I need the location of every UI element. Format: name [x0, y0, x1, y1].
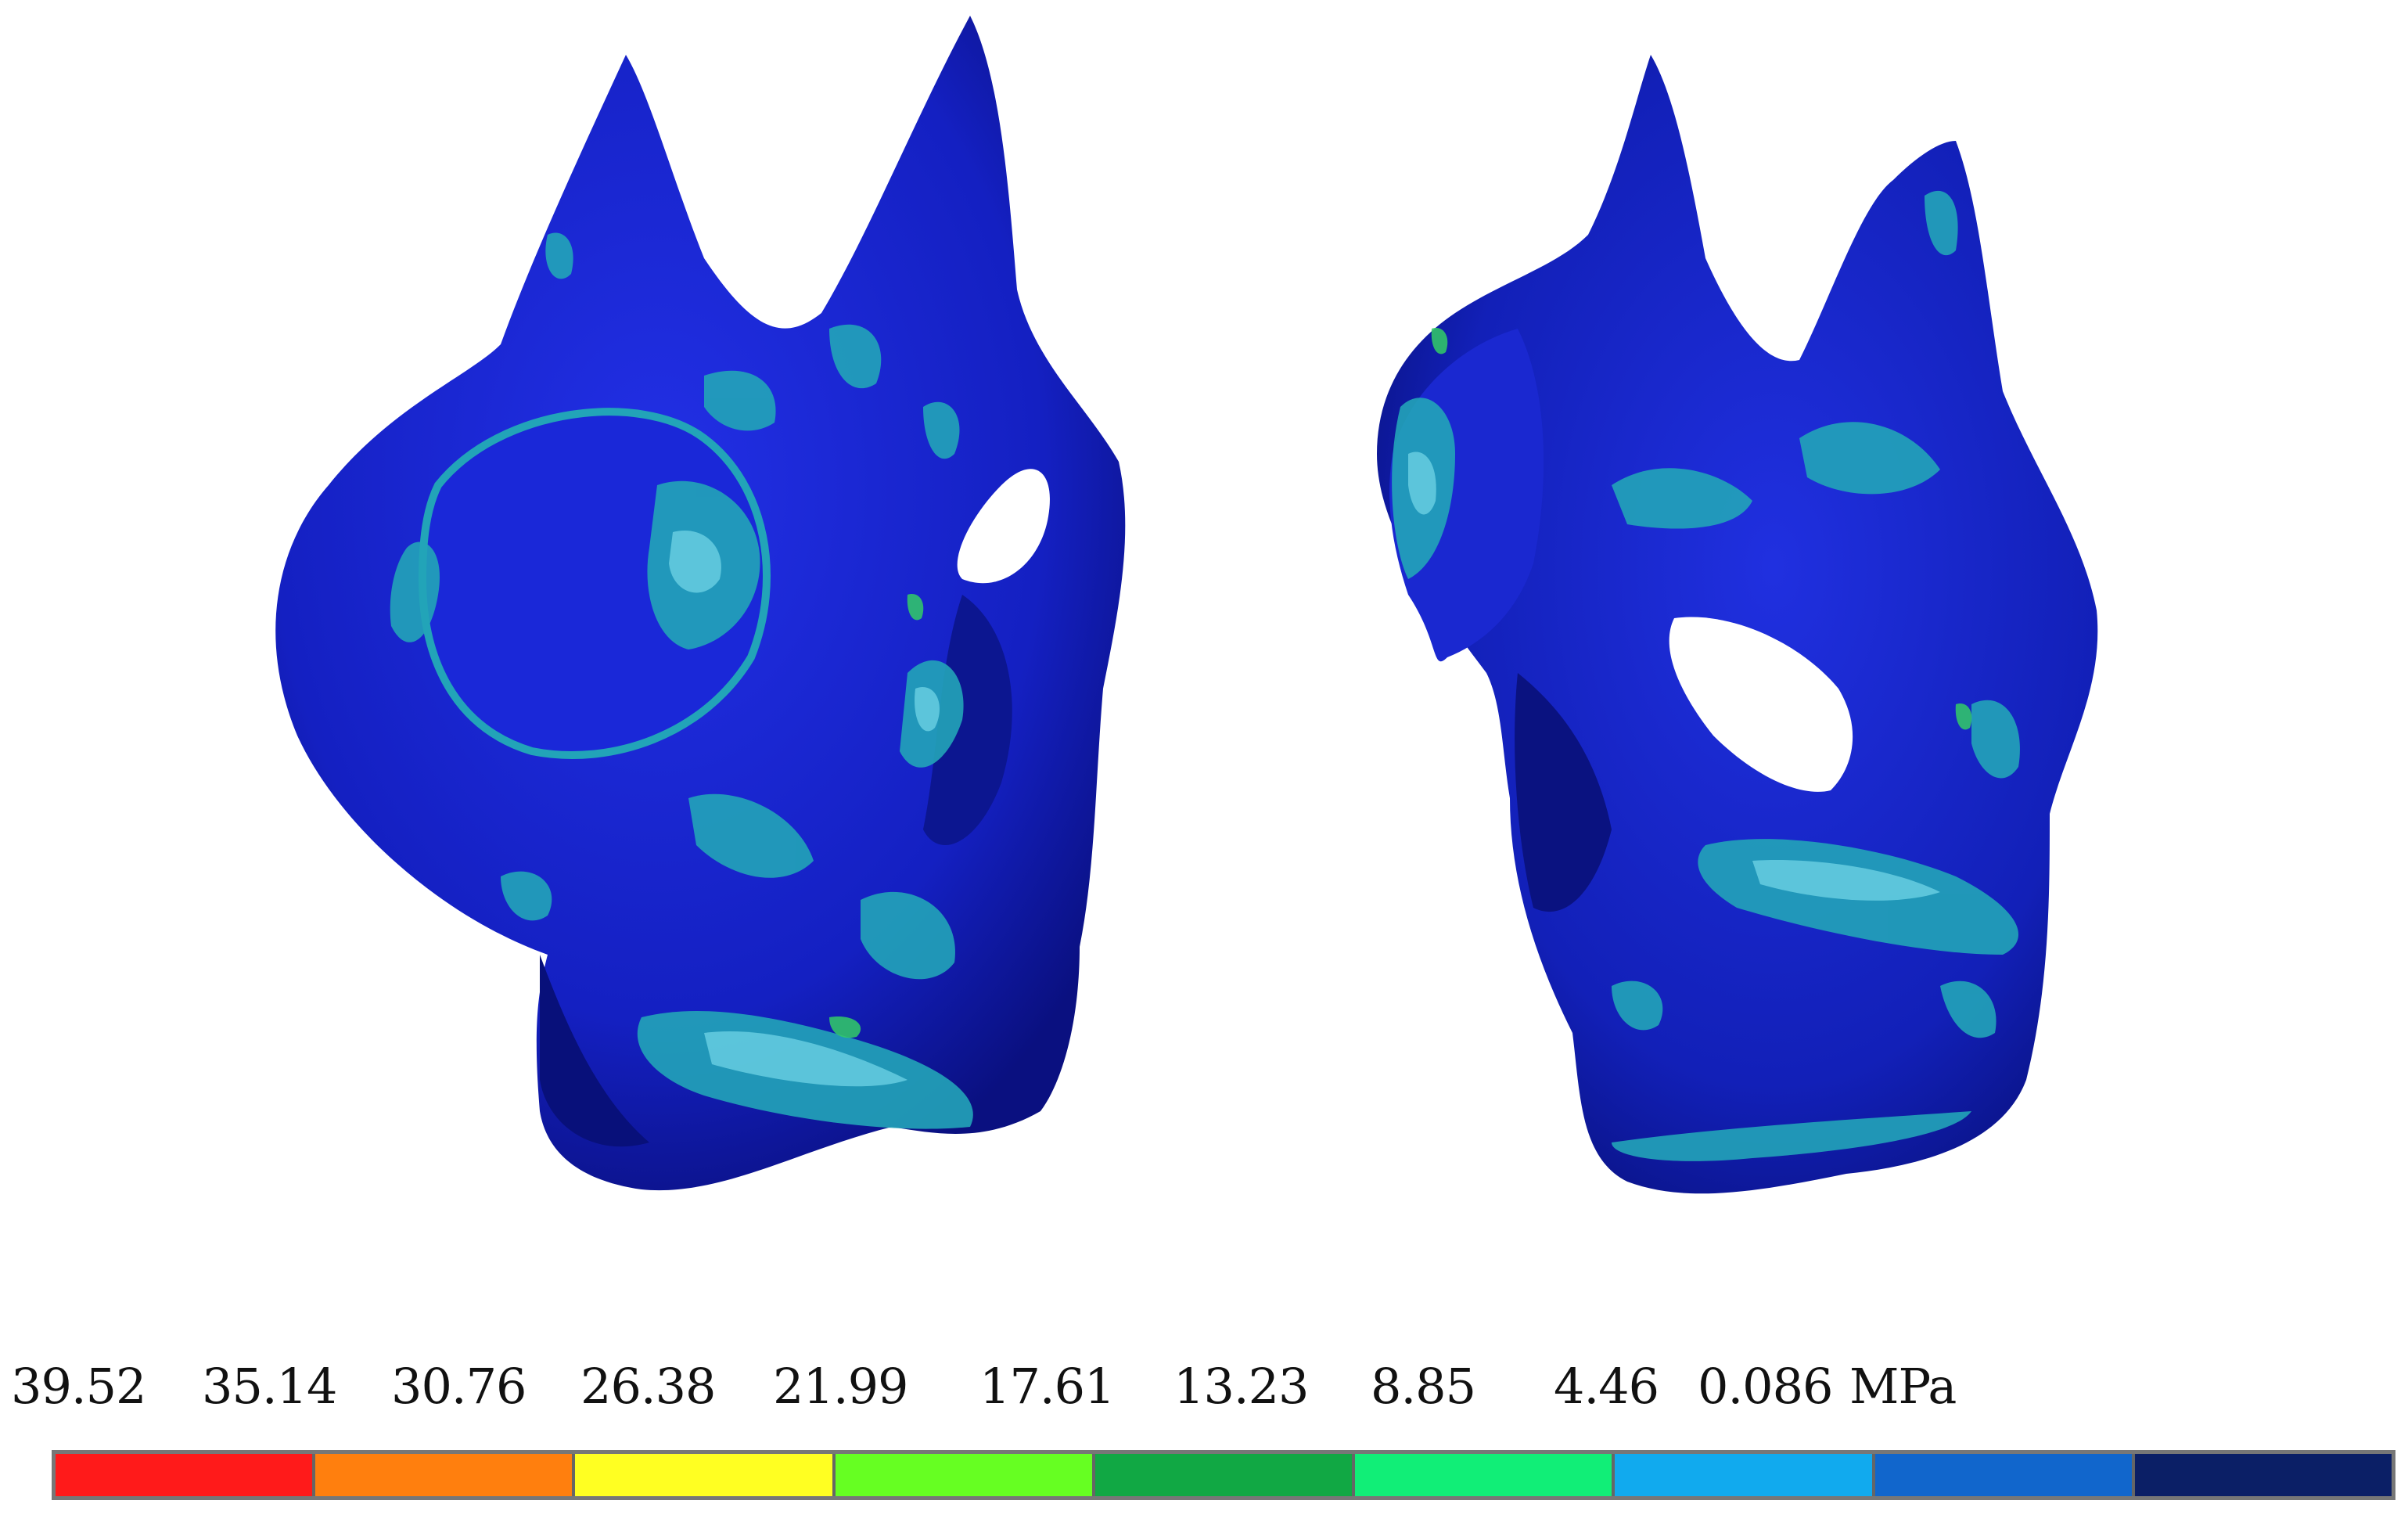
- tick-label: 21.99: [773, 1358, 908, 1415]
- tick-label: 26.38: [580, 1358, 716, 1415]
- tick-label: 13.23: [1173, 1358, 1309, 1415]
- colorbar-swatch: [1094, 1454, 1356, 1496]
- unit-label: MPa: [1849, 1358, 1957, 1415]
- right-valve-opening: [1669, 617, 1853, 792]
- tick-label: 0.086: [1698, 1358, 1833, 1415]
- left-valve-inner-fold: [923, 595, 1012, 845]
- tick-label: 39.52: [11, 1358, 146, 1415]
- colorbar-swatch: [56, 1454, 316, 1496]
- colorbar-swatch: [575, 1454, 836, 1496]
- colorbar-swatch: [1615, 1454, 1875, 1496]
- tick-label: 35.14: [202, 1358, 337, 1415]
- tick-label: 30.76: [391, 1358, 527, 1415]
- tick-label: 17.61: [979, 1358, 1115, 1415]
- left-valve-stress-patches: [390, 232, 973, 1129]
- tick-label: 4.46: [1554, 1358, 1659, 1415]
- right-valve-inner-shadow: [1515, 673, 1612, 912]
- colorbar-swatch: [835, 1454, 1095, 1496]
- colorbar-swatch: [2134, 1454, 2392, 1496]
- left-valve-opening: [957, 469, 1050, 584]
- right-valve-green-patches: [1431, 328, 1972, 730]
- colorbar-swatch: [1355, 1454, 1616, 1496]
- tick-label: 8.85: [1371, 1358, 1476, 1415]
- right-valve-light-patches: [1408, 452, 1940, 901]
- left-valve-light-patches: [669, 531, 940, 1087]
- left-valve-lower-skirt: [540, 955, 649, 1147]
- colorbar-swatch: [1874, 1454, 2135, 1496]
- right-valve-model: [1377, 55, 2098, 1194]
- colorbar-swatch: [315, 1454, 576, 1496]
- stress-contour-figure: [275, 16, 2098, 1194]
- left-valve-green-patches: [829, 594, 924, 1038]
- left-valve-model: [275, 16, 1126, 1191]
- colorbar-tick-labels: 39.52 35.14 30.76 26.38 21.99 17.61 13.2…: [0, 1358, 2408, 1428]
- stress-colorbar: [52, 1450, 2395, 1500]
